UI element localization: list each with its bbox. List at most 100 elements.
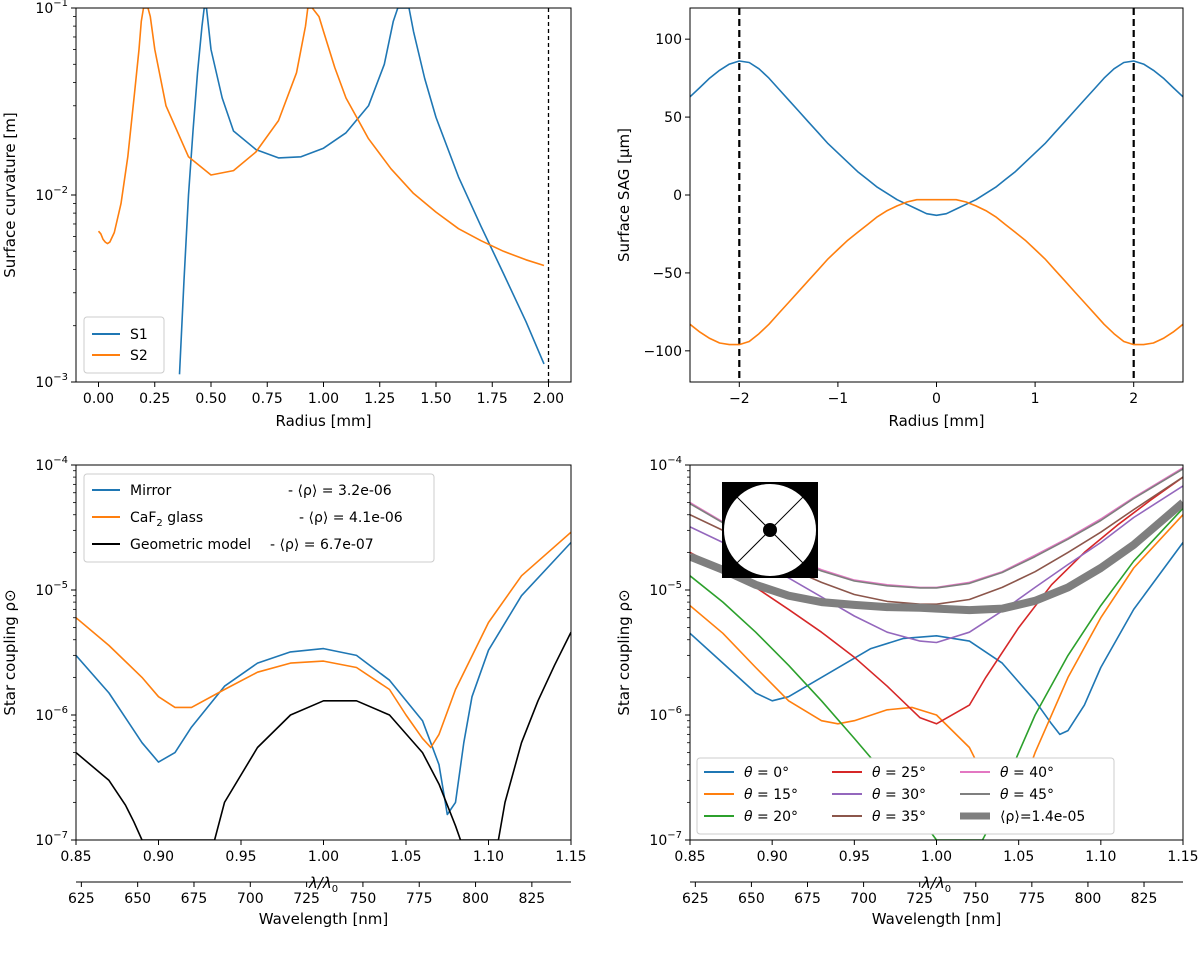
legend-label: θ = 30°	[872, 787, 926, 803]
secondary-x-tick-label: 750	[350, 891, 377, 907]
legend-label: θ = 0°	[744, 765, 789, 781]
y-axis-label: Surface SAG [µm]	[615, 128, 633, 262]
y-tick-label: 10−6	[649, 705, 682, 724]
aperture-mask-inset	[722, 482, 818, 578]
series-line-θ = 15°	[690, 514, 1183, 807]
legend-label: θ = 35°	[872, 809, 926, 825]
y-tick-label: 10−5	[35, 580, 68, 599]
series-group	[97, 8, 545, 375]
legend-label: CaF2 glass	[130, 510, 203, 529]
x-tick-label: 0	[932, 391, 941, 407]
secondary-x-tick-label: 675	[181, 891, 208, 907]
axes-frame	[75, 464, 572, 841]
secondary-x-axis-label: Wavelength [nm]	[872, 910, 1002, 928]
legend-value: - ⟨ρ⟩ = 6.7e-07	[270, 537, 374, 553]
secondary-x-tick-label: 825	[518, 891, 545, 907]
series-line-θ = 0°	[690, 542, 1183, 736]
x-tick-label: 1.05	[1003, 849, 1034, 865]
legend-label: Mirror	[130, 483, 171, 499]
legend: θ = 0° θ = 15° θ = 20° θ = 25° θ = 30° θ = 35…	[696, 757, 1115, 835]
series-line-⟨ρ⟩=1.4e-05	[690, 499, 1183, 615]
secondary-x-tick-label: 625	[682, 891, 709, 907]
legend-box	[83, 316, 165, 374]
x-tick-label: 0.95	[839, 849, 870, 865]
secondary-x-tick-label: 750	[962, 891, 989, 907]
x-axis-label: Radius [mm]	[889, 412, 985, 430]
x-tick-label: 2	[1129, 391, 1138, 407]
series-line-θ = 20°	[690, 507, 1183, 840]
y-axis-label: Star coupling ρ⊙	[1, 589, 19, 715]
x-tick-label: 0.25	[139, 391, 170, 407]
y-tick-label: 10−7	[649, 830, 682, 849]
legend: Mirror - ⟨ρ⟩ = 3.2e-06 CaF2 glass - ⟨ρ⟩ = 4…	[83, 473, 435, 563]
axes-frame	[689, 464, 1184, 841]
x-tick-label: 1.05	[390, 849, 421, 865]
secondary-x-tick-label: 775	[406, 891, 433, 907]
panel-top-left: 0.00 0.25 0.50 0.75 1.00 1.25 1.50 1.75 2.00 10−3…	[1, 0, 572, 430]
x-tick-label: 0.75	[252, 391, 283, 407]
inset-obstruction	[763, 523, 777, 537]
y-tick-label: 50	[664, 110, 682, 126]
legend-label: S1	[130, 327, 148, 343]
x-tick-label: 0.85	[674, 849, 705, 865]
x-tick-label: −2	[729, 391, 750, 407]
series-line-Mirror	[76, 541, 571, 816]
x-tick-label: 1.00	[308, 391, 339, 407]
legend-value: - ⟨ρ⟩ = 3.2e-06	[288, 483, 392, 499]
y-tick-label: 10−7	[35, 830, 68, 849]
y-tick-label: −50	[652, 266, 682, 282]
x-tick-label: 0.90	[757, 849, 788, 865]
legend-label: θ = 40°	[1000, 765, 1054, 781]
x-tick-label: 1.75	[477, 391, 508, 407]
x-tick-label: 1.25	[364, 391, 395, 407]
x-axis-label: λ/λ0	[308, 874, 338, 895]
x-tick-label: 0.00	[83, 391, 114, 407]
series-line-S1	[690, 60, 1183, 217]
legend-label: θ = 20°	[744, 809, 798, 825]
y-tick-label: 10−4	[649, 455, 682, 474]
x-tick-label: 1.10	[473, 849, 504, 865]
panel-bottom-right: 0.85 0.90 0.95 1.00 1.05 1.10 1.15 10−7 10−6 10−5…	[615, 455, 1199, 928]
y-tick-label: 10−5	[649, 580, 682, 599]
legend-box	[83, 473, 435, 563]
panel-bottom-left: 0.85 0.90 0.95 1.00 1.05 1.10 1.15 10−7 10−6 10−5…	[1, 455, 587, 928]
legend-value: - ⟨ρ⟩ = 4.1e-06	[299, 510, 403, 526]
x-tick-label: 2.00	[533, 391, 564, 407]
x-axis-label: Radius [mm]	[276, 412, 372, 430]
x-tick-label: −1	[828, 391, 849, 407]
secondary-x-tick-label: 775	[1018, 891, 1045, 907]
legend-box	[696, 757, 1115, 835]
x-axis-label: λ/λ0	[921, 874, 951, 895]
secondary-x-tick-label: 700	[237, 891, 264, 907]
x-tick-label: 0.95	[225, 849, 256, 865]
x-tick-label: 1	[1031, 391, 1040, 407]
secondary-x-tick-label: 825	[1131, 891, 1158, 907]
x-tick-label: 1.15	[1167, 849, 1198, 865]
y-axis-label: Star coupling ρ⊙	[615, 589, 633, 715]
y-tick-label: 10−3	[35, 372, 68, 391]
secondary-x-tick-label: 800	[462, 891, 489, 907]
panel-top-right: −2 −1 0 1 2 −100 −50 0 50 100 Radius [mm] Surface S…	[615, 7, 1184, 430]
legend-label: Geometric model	[130, 537, 251, 553]
axes-frame	[689, 7, 1184, 383]
secondary-x-tick-label: 700	[850, 891, 877, 907]
series-group	[690, 60, 1183, 346]
x-tick-label: 1.00	[308, 849, 339, 865]
legend-label: ⟨ρ⟩=1.4e-05	[1000, 809, 1085, 825]
x-tick-label: 1.50	[420, 391, 451, 407]
secondary-x-axis-label: Wavelength [nm]	[259, 910, 389, 928]
x-tick-label: 1.15	[555, 849, 586, 865]
series-line-S1	[178, 8, 545, 375]
series-line-S2	[97, 8, 545, 267]
x-tick-label: 0.50	[195, 391, 226, 407]
x-tick-label: 1.10	[1085, 849, 1116, 865]
secondary-x-tick-label: 800	[1075, 891, 1102, 907]
x-tick-label: 0.90	[143, 849, 174, 865]
secondary-x-tick-label: 675	[794, 891, 821, 907]
legend-label: θ = 15°	[744, 787, 798, 803]
legend-label: S2	[130, 348, 148, 364]
secondary-x-tick-label: 650	[738, 891, 765, 907]
secondary-x-tick-label: 650	[124, 891, 151, 907]
